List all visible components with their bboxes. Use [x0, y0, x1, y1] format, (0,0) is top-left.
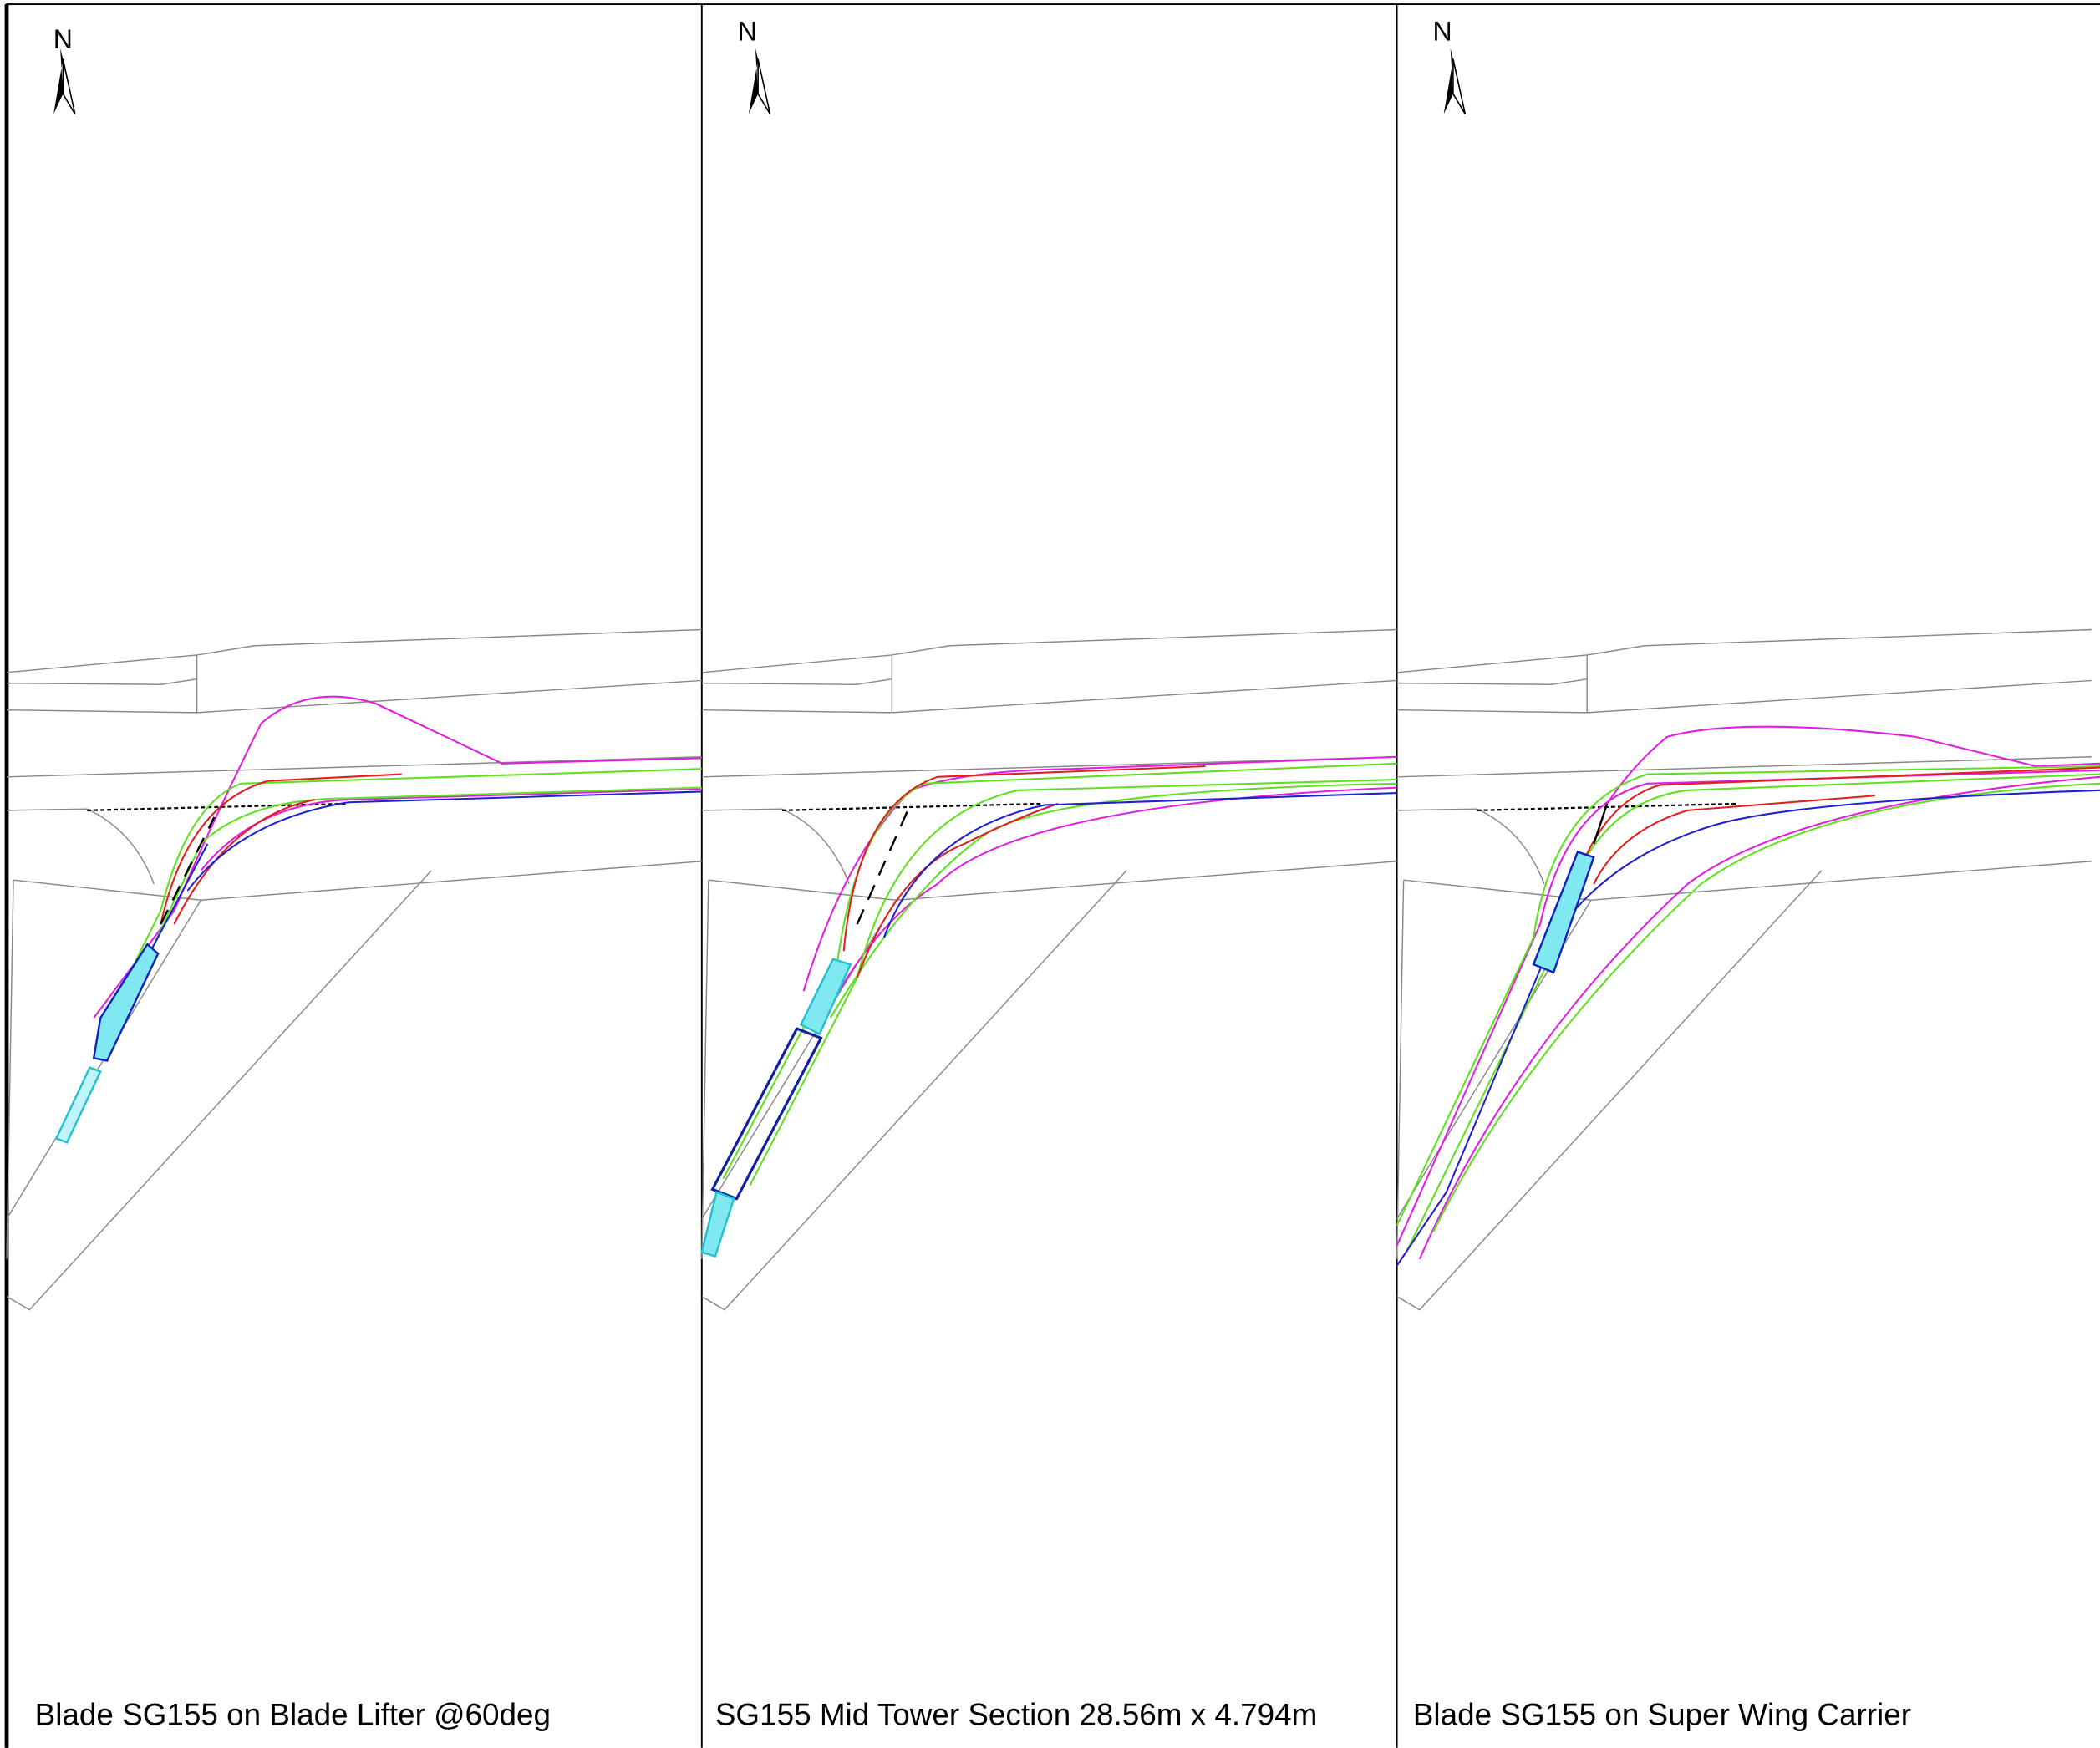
- swept-path: [829, 782, 1397, 1019]
- vehicle-trailer: [700, 1191, 735, 1258]
- swept-path: [1418, 775, 2100, 1260]
- sheet-border: [6, 3, 2100, 1748]
- swept-path: [107, 788, 702, 1045]
- panel-caption: Blade SG155 on Super Wing Carrier: [1413, 1698, 1911, 1732]
- swept-path: [201, 789, 701, 871]
- road-layout: [7, 48, 702, 1310]
- swept-path: [100, 769, 702, 1031]
- panel: [7, 48, 702, 1310]
- swept-path: [1431, 782, 2100, 1233]
- swept-path: [174, 800, 314, 924]
- panel: [700, 47, 1398, 1311]
- swept-path: [816, 786, 1397, 1032]
- vehicle-trailer: [56, 1068, 100, 1143]
- panel-caption: Blade SG155 on Blade Lifter @60deg: [35, 1698, 551, 1732]
- vehicle: [1532, 851, 1595, 974]
- load-outline: [856, 803, 912, 925]
- vehicle: [710, 1027, 823, 1201]
- vehicle-cab: [799, 958, 852, 1036]
- panel: [1396, 47, 2100, 1311]
- swept-path: [1396, 769, 2100, 1247]
- swept-path: [856, 802, 1059, 978]
- swept-path: [187, 791, 701, 891]
- north-label: N: [738, 16, 757, 46]
- swept-path: [749, 778, 1397, 1187]
- swept-path: [1593, 795, 1875, 885]
- swept-path: [1606, 725, 2100, 805]
- swept-path: [160, 775, 401, 925]
- road-layout: [1396, 47, 2093, 1311]
- road-layout: [700, 47, 1398, 1311]
- panel-caption: SG155 Mid Tower Section 28.56m x 4.794m: [715, 1698, 1318, 1732]
- north-label: N: [1433, 16, 1452, 46]
- swept-path: [722, 762, 1397, 1180]
- swept-path: [1405, 773, 2100, 1253]
- blade-outline: [160, 817, 214, 924]
- north-label: N: [53, 24, 73, 54]
- swept-path: [1396, 765, 2100, 1227]
- vehicle: [94, 944, 158, 1060]
- swept-path: [882, 791, 1397, 938]
- swept-path: [1396, 789, 2100, 1267]
- swept-path: [94, 697, 702, 1019]
- swept-path: [842, 765, 1206, 952]
- load-outline: [1593, 803, 1609, 845]
